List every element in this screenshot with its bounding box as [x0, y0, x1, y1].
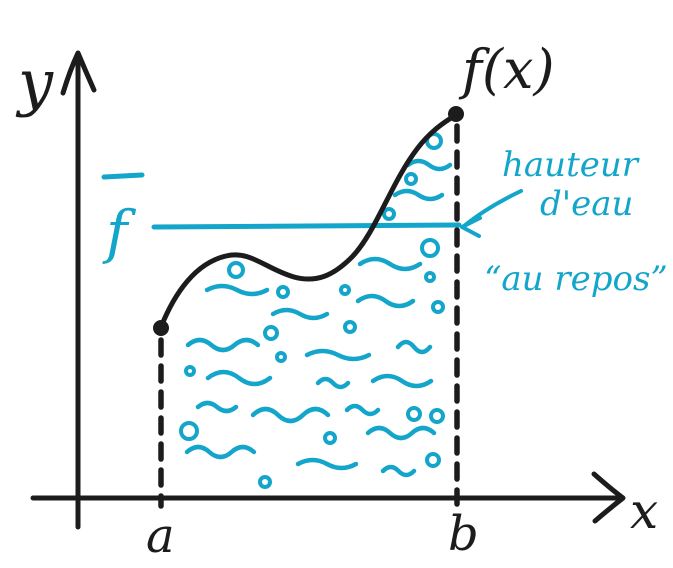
water-fill [179, 132, 453, 489]
point-a-label: a [146, 508, 175, 564]
y-axis-arrowhead-icon [60, 50, 97, 96]
x-axis-arrowhead-icon [591, 471, 626, 524]
water-bubble-icon [258, 475, 272, 489]
curve-label: f(x) [458, 38, 555, 101]
annotation-line-2: d'eau [540, 184, 633, 224]
water-wave-icon [392, 188, 445, 202]
water-wave-icon [185, 337, 261, 353]
water-wave-icon [380, 464, 417, 478]
water-level-annotation: hauteur d'eau “au repos” [484, 145, 668, 299]
water-wave-icon [395, 339, 433, 355]
annotation-arrow-icon [460, 189, 523, 238]
annotation-line-3: “au repos” [484, 259, 668, 299]
water-wave-icon [365, 425, 437, 441]
water-wave-icon [195, 400, 239, 414]
water-wave-icon [250, 406, 331, 424]
water-bubble-icon [431, 300, 445, 314]
water-wave-icon [204, 283, 270, 297]
water-bubble-icon [382, 207, 396, 221]
water-bubble-icon [275, 351, 287, 363]
x-axis-label: x [630, 482, 658, 540]
water-bubble-icon [420, 238, 440, 258]
water-wave-icon [295, 457, 359, 471]
water-wave-icon [355, 293, 416, 309]
water-bubble-icon [424, 271, 436, 283]
water-wave-icon [270, 307, 330, 321]
water-bubble-icon [343, 320, 357, 334]
function-curve [158, 112, 459, 330]
water-wave-icon [304, 348, 372, 362]
overbar-icon [101, 172, 145, 180]
water-bubble-icon [276, 285, 290, 299]
curve-endpoint-a [153, 320, 169, 336]
annotation-line-1: hauteur [502, 145, 640, 185]
mean-value-text: f [102, 198, 137, 266]
water-bubble-icon [339, 284, 351, 296]
water-bubble-icon [404, 172, 418, 186]
water-waves [184, 158, 453, 478]
water-wave-icon [370, 373, 434, 389]
curve-endpoint-b [448, 106, 464, 122]
water-wave-icon [405, 158, 453, 172]
water-wave-icon [357, 256, 423, 272]
water-bubble-icon [179, 421, 199, 441]
water-bubble-icon [323, 431, 337, 445]
water-wave-icon [205, 369, 273, 387]
water-bubble-icon [184, 365, 196, 377]
point-b-label: b [448, 506, 479, 562]
mean-value-label: f [101, 172, 145, 266]
water-bubbles [179, 132, 445, 489]
water-bubble-icon [406, 406, 422, 422]
water-bubble-icon [425, 452, 441, 468]
water-wave-icon [315, 376, 351, 390]
water-bubble-icon [263, 325, 279, 341]
mean-value-line [151, 222, 462, 230]
water-bubble-icon [227, 261, 245, 279]
water-wave-icon [184, 444, 257, 460]
water-wave-icon [344, 403, 381, 417]
water-bubble-icon [429, 408, 445, 424]
y-axis-label: y [15, 46, 54, 119]
